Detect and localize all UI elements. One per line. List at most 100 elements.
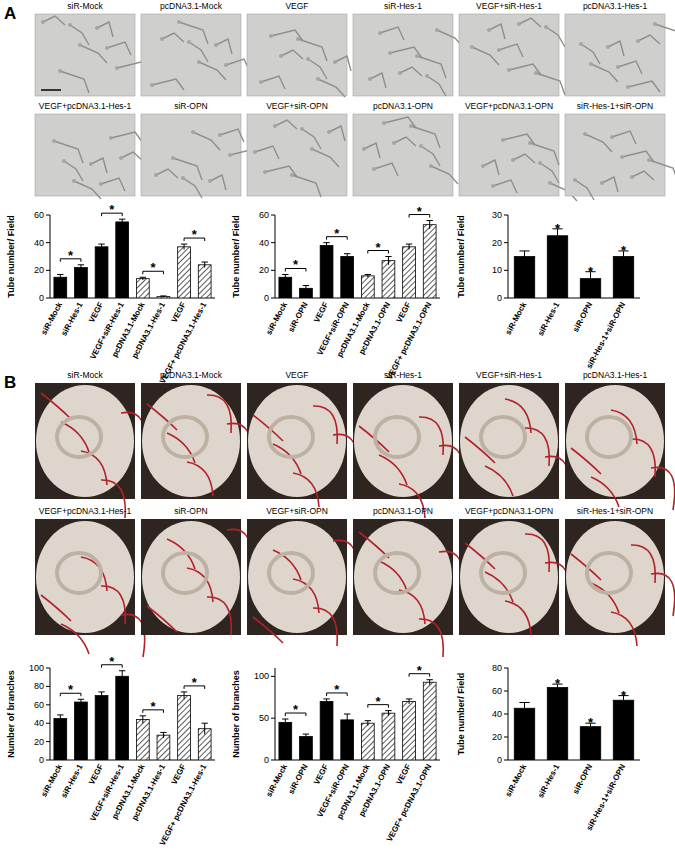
y-tick (46, 741, 50, 742)
y-axis (275, 215, 276, 298)
error-bar (323, 243, 329, 249)
y-tick (504, 668, 508, 669)
bar (54, 719, 67, 760)
image-label: siR-Mock (67, 1, 103, 11)
significance-star: * (621, 688, 627, 703)
bar (320, 701, 333, 760)
significance-star: * (109, 654, 115, 669)
image-label: pcDNA3.1-OPN (373, 101, 433, 111)
bar (382, 713, 395, 760)
error-bar (426, 680, 432, 685)
x-tick-label: siR-Mock (264, 300, 289, 336)
y-tick (504, 242, 508, 243)
image-label: VEGF+pcDNA3.1-OPN (465, 101, 553, 111)
bar (198, 265, 211, 298)
bar (361, 723, 374, 760)
bar (423, 682, 436, 760)
photo (35, 383, 145, 518)
chart: Number of branches020406080100siR-Mocksi… (6, 654, 215, 847)
y-tick-label: 100 (29, 663, 44, 673)
x-tick-label: VEGF (395, 763, 413, 787)
image-label: siR-Mock (67, 370, 103, 380)
y-tick-label: 0 (497, 755, 502, 765)
bar (157, 297, 170, 298)
bar (95, 696, 108, 760)
y-tick (504, 714, 508, 715)
figure: AsiR-MockpcDNA3.1-MockVEGFsiR-Hes-1VEGF+… (0, 0, 675, 858)
significance-star: * (334, 226, 340, 241)
error-bar (519, 703, 529, 715)
photo (459, 383, 569, 499)
error-bar (282, 719, 288, 726)
bar (279, 277, 292, 298)
y-tick (46, 760, 50, 761)
y-tick (46, 242, 50, 243)
bar (613, 257, 633, 299)
error-bar (98, 692, 104, 699)
axis-label: Tube number/ Field (456, 215, 466, 297)
x-tick-label: siR-OPN (287, 301, 310, 334)
error-bar (57, 274, 63, 280)
significance-star: * (555, 221, 561, 236)
photo (247, 519, 357, 646)
significance-star: * (588, 264, 594, 279)
error-bar (303, 734, 309, 739)
x-tick-label: VEGF+ pcDNA3.1-Hes-1 (158, 762, 209, 847)
error-bar (140, 277, 146, 280)
bar (580, 727, 600, 760)
bar (547, 688, 567, 760)
significance-star: * (555, 676, 561, 691)
significance-star: * (376, 240, 382, 255)
error-bar (426, 221, 432, 229)
x-tick-label: pcDNA3.1-OPN (357, 301, 392, 356)
bar (403, 701, 416, 760)
y-tick-label: 0 (39, 293, 44, 303)
bar (382, 261, 395, 298)
x-tick-label: siR-OPN (287, 763, 310, 796)
photo (459, 519, 569, 635)
image-label: siR-OPN (174, 506, 208, 516)
x-tick-label: VEGF (312, 301, 330, 325)
error-bar (78, 265, 84, 271)
error-bar (201, 262, 207, 268)
bars (279, 221, 436, 298)
significance-star: * (376, 694, 382, 709)
significance-star: * (68, 682, 74, 697)
bar (341, 257, 354, 299)
image-label: VEGF+pcDNA3.1-Hes-1 (39, 101, 132, 111)
photo (141, 519, 251, 635)
y-tick-label: 0 (264, 293, 269, 303)
error-bar (160, 732, 166, 738)
x-tick-label: VEGF (170, 301, 188, 325)
x-tick-label: siR-Hes-1 (536, 762, 562, 799)
chart: Tube number/ Field0102030siR-MocksiR-Hes… (456, 210, 640, 370)
bar (320, 245, 333, 298)
photo (353, 519, 463, 657)
x-tick-label: VEGF (87, 301, 105, 325)
bar (547, 236, 567, 298)
bar (279, 722, 292, 760)
significance-star: * (293, 702, 299, 717)
bar (514, 708, 534, 760)
x-tick-label: siR-Hes-1 (59, 762, 85, 799)
bar (514, 257, 534, 299)
y-tick-label: 100 (254, 671, 269, 681)
image-label: VEGF+siR-OPN (266, 101, 328, 111)
significance-star: * (192, 227, 198, 242)
y-tick-label: 20 (34, 265, 44, 275)
error-bar (57, 715, 63, 722)
axis-label: Tube number/ Field (456, 673, 466, 755)
photo (565, 383, 675, 510)
y-tick (504, 760, 508, 761)
bar (613, 700, 633, 760)
bar (116, 222, 129, 298)
significance-star: * (192, 675, 198, 690)
y-tick (271, 242, 275, 243)
bar (157, 735, 170, 760)
x-tick-label: pcDNA3.1-OPN (357, 763, 392, 818)
image-label: pcDNA3.1-Mock (160, 1, 223, 11)
error-bar (119, 671, 125, 682)
photo (459, 14, 565, 96)
y-tick-label: 10 (492, 265, 502, 275)
y-tick (46, 668, 50, 669)
